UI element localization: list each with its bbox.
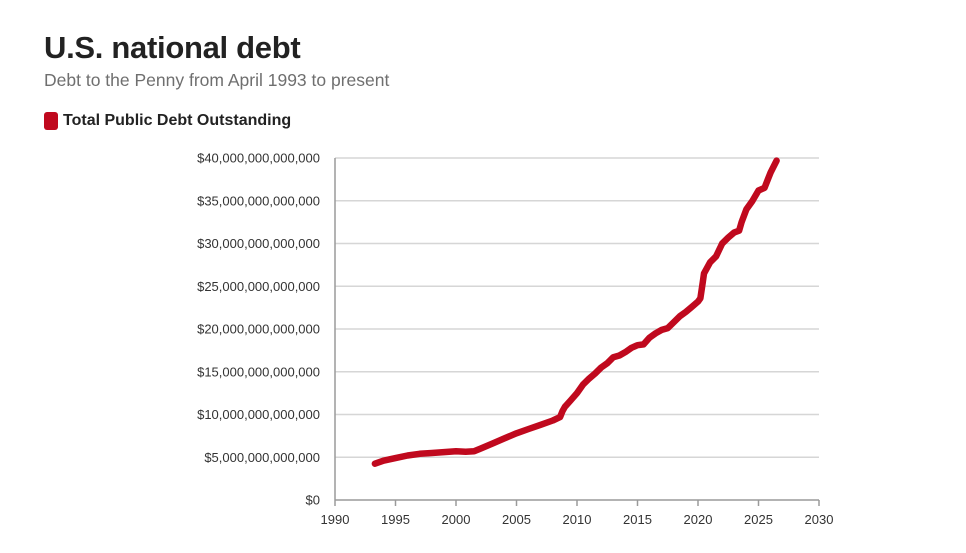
y-tick-label: $0 [306,493,320,508]
x-tick-label: 1995 [381,512,410,527]
y-axis-tick-labels: $0 $5,000,000,000,000 $10,000,000,000,000 $… [197,151,320,508]
x-tick-label: 2025 [744,512,773,527]
y-tick-label: $40,000,000,000,000 [197,151,320,166]
gridlines [335,157,819,458]
legend-label-total-public-debt: Total Public Debt Outstanding [63,112,292,129]
y-tick-label: $30,000,000,000,000 [197,236,320,251]
y-tick-label: $10,000,000,000,000 [197,407,320,422]
x-tick-label: 2030 [805,512,834,527]
x-tick-label: 1990 [321,512,350,527]
x-tick-label: 2020 [684,512,713,527]
chart-subtitle: Debt to the Penny from April 1993 to pre… [44,70,390,90]
chart-title: U.S. national debt [44,30,301,65]
x-tick-label: 2000 [442,512,471,527]
y-tick-label: $20,000,000,000,000 [197,322,320,337]
legend-swatch [44,112,58,130]
y-tick-label: $15,000,000,000,000 [197,364,320,379]
series-layer [371,157,780,467]
y-tick-label: $5,000,000,000,000 [204,450,320,465]
x-axis-tick-labels: 1990 1995 2000 2005 2010 2015 2020 2025 2030 [321,512,834,527]
series-line-total-public-debt[interactable] [371,157,780,467]
x-tick-label: 2015 [623,512,652,527]
x-tick-label: 2010 [563,512,592,527]
legend[interactable]: Total Public Debt Outstanding [44,112,291,130]
y-tick-label: $25,000,000,000,000 [197,279,320,294]
axes [334,158,820,506]
y-tick-label: $35,000,000,000,000 [197,193,320,208]
x-tick-label: 2005 [502,512,531,527]
